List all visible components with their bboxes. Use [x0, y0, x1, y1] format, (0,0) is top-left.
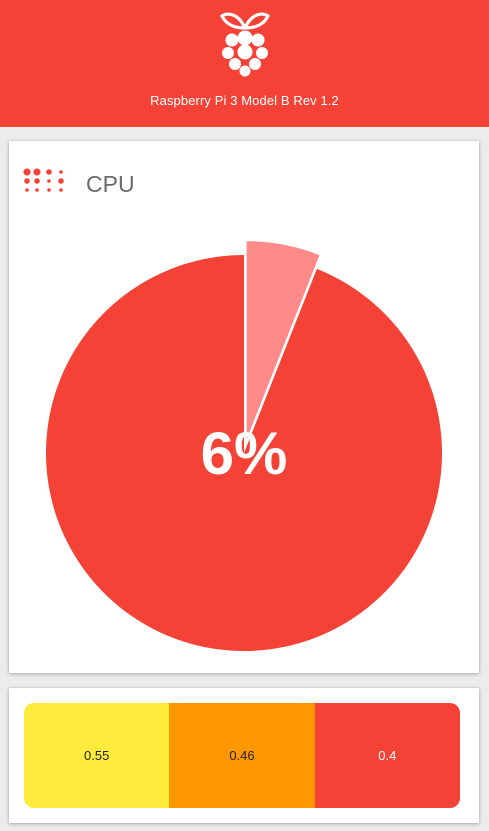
- pie-slice-idle: [45, 255, 442, 651]
- load-average-value: 0.4: [378, 748, 397, 763]
- cpu-title: CPU: [86, 171, 135, 197]
- pie-slice-used: [246, 241, 320, 440]
- load-average-value: 0.46: [229, 748, 255, 763]
- load-average-segment: 0.4: [314, 703, 460, 808]
- cpu-card: CPU 6%: [9, 141, 479, 673]
- cpu-dots-icon: [23, 168, 64, 192]
- load-average-segment: 0.46: [169, 703, 315, 808]
- header: Raspberry Pi 3 Model B Rev 1.2: [0, 0, 489, 127]
- cpu-usage-pie-chart: [45, 241, 442, 651]
- cpu-usage-label: 6%: [200, 420, 288, 487]
- device-model: Raspberry Pi 3 Model B Rev 1.2: [150, 93, 339, 108]
- raspberry-pi-logo-icon: [220, 12, 270, 77]
- load-average-bar: 0.55 0.46 0.4: [24, 703, 460, 808]
- load-average-segment: 0.55: [24, 703, 170, 808]
- load-average-card: 0.55 0.46 0.4: [9, 688, 479, 823]
- load-average-value: 0.55: [84, 748, 110, 763]
